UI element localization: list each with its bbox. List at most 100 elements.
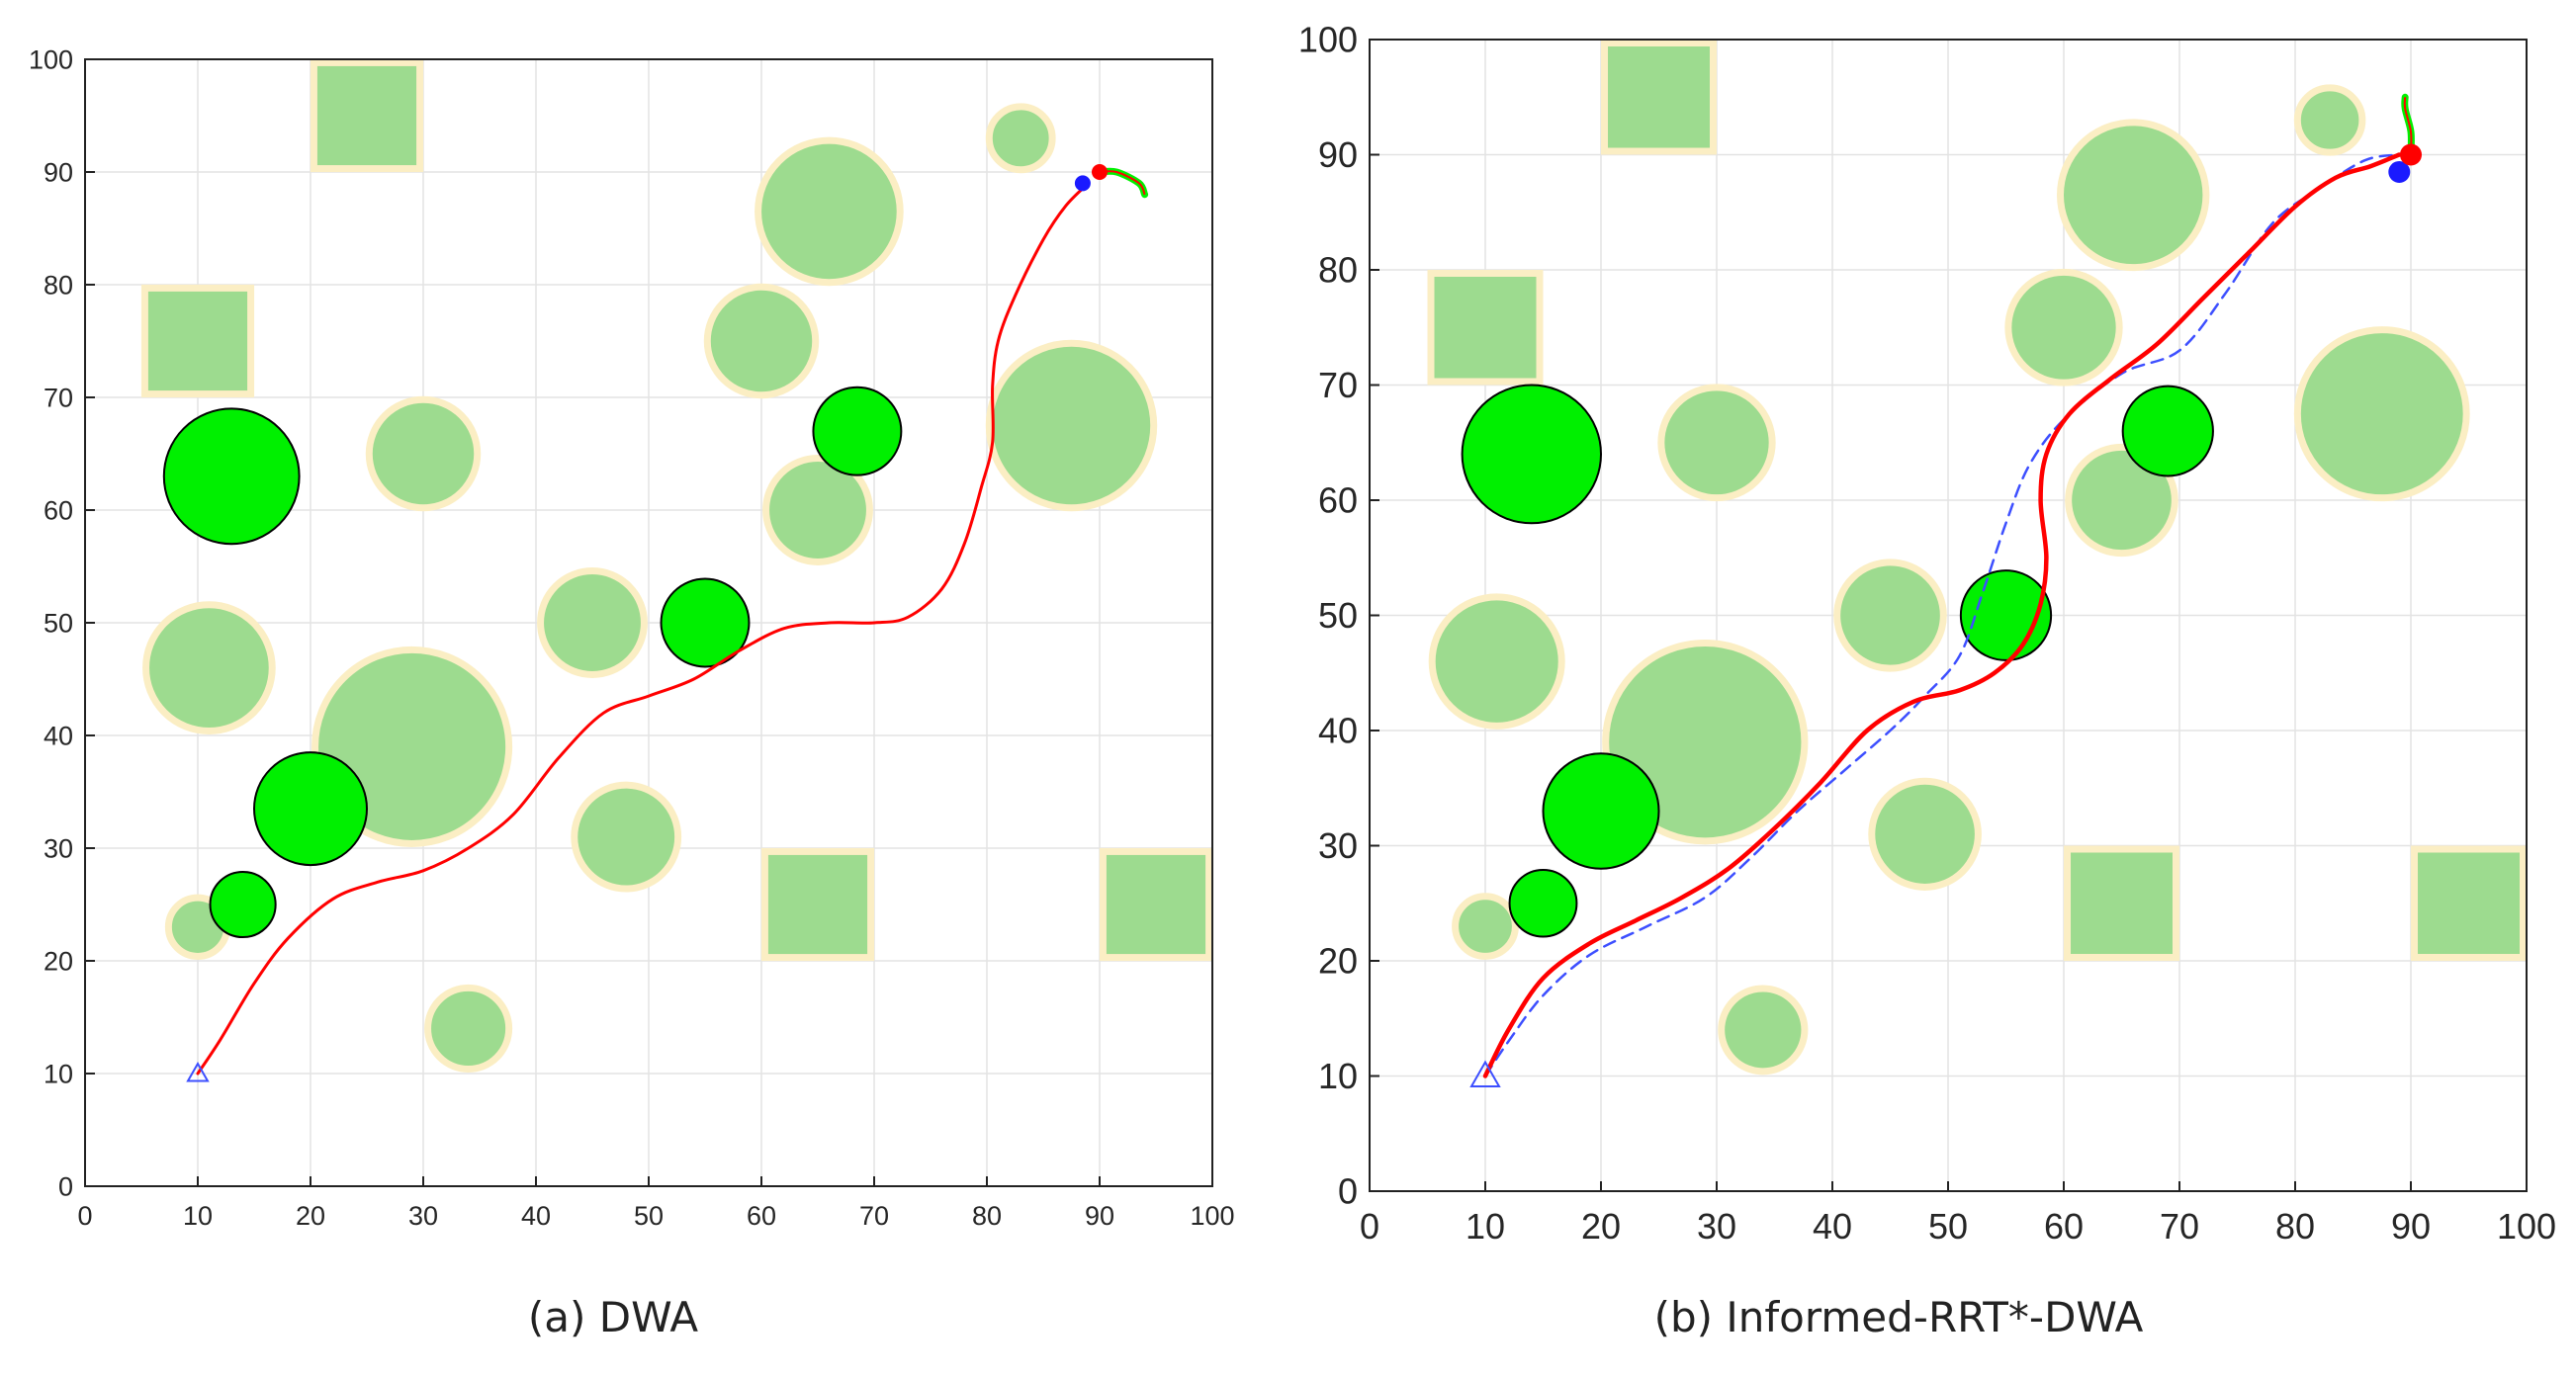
x-tick-label: 100 bbox=[1190, 1201, 1234, 1231]
y-tick-label: 100 bbox=[1298, 20, 1358, 60]
y-tick-label: 40 bbox=[1318, 711, 1358, 751]
chart-a-dwa: 0 10 20 30 40 50 60 70 80 90 100 0 10 20 30 40 50 60 70 80 9… bbox=[29, 44, 1235, 1231]
x-tick-label: 90 bbox=[1085, 1201, 1114, 1231]
y-tick-label: 100 bbox=[29, 44, 73, 74]
y-tick-label: 70 bbox=[44, 383, 73, 412]
caption-dwa: (a) DWA bbox=[527, 1293, 699, 1341]
y-tick-label: 90 bbox=[44, 157, 73, 187]
y-tick-label: 40 bbox=[44, 721, 73, 750]
dynamic-obstacle bbox=[1542, 752, 1660, 870]
static-circle-obstacle bbox=[1868, 777, 1982, 891]
y-tick-label: 20 bbox=[44, 946, 73, 976]
static-circle-obstacle bbox=[1452, 893, 1519, 960]
static-circle-obstacle bbox=[2065, 443, 2178, 558]
x-tick-label: 50 bbox=[1928, 1206, 1968, 1247]
plot-content bbox=[1427, 40, 2527, 1087]
x-tick-label: 60 bbox=[747, 1201, 776, 1231]
static-circle-obstacle bbox=[703, 283, 820, 399]
dynamic-obstacle bbox=[162, 407, 301, 546]
x-tick-label: 40 bbox=[521, 1201, 551, 1231]
goal-marker bbox=[2400, 143, 2422, 166]
x-tick-label: 0 bbox=[77, 1201, 92, 1231]
x-tick-label: 30 bbox=[1697, 1206, 1736, 1247]
robot-position-marker bbox=[1074, 175, 1091, 192]
x-tick-label: 70 bbox=[2160, 1206, 2199, 1247]
static-square-obstacle bbox=[2064, 845, 2179, 962]
y-tick-label: 10 bbox=[1318, 1056, 1358, 1096]
x-tick-label: 70 bbox=[859, 1201, 889, 1231]
robot-position-marker bbox=[2388, 160, 2411, 183]
static-circle-obstacle bbox=[1428, 593, 1565, 730]
dynamic-obstacle bbox=[1461, 384, 1603, 525]
x-tick-label: 60 bbox=[2044, 1206, 2084, 1247]
static-circle-obstacle bbox=[1657, 384, 1776, 502]
dynamic-obstacle bbox=[209, 870, 277, 939]
static-circle-obstacle bbox=[985, 339, 1158, 512]
tick-labels: 0 10 20 30 40 50 60 70 80 90 100 0 10 20 30 40 50 60 70 80 9… bbox=[29, 44, 1235, 1231]
dynamic-obstacle bbox=[2121, 385, 2214, 477]
plot-content bbox=[140, 59, 1212, 1082]
static-circle-obstacle bbox=[2293, 326, 2470, 502]
dynamic-obstacle bbox=[1508, 868, 1578, 938]
y-tick-label: 80 bbox=[1318, 250, 1358, 291]
static-circle-obstacle bbox=[985, 103, 1056, 174]
x-tick-label: 20 bbox=[296, 1201, 325, 1231]
static-circle-obstacle bbox=[2056, 119, 2210, 272]
y-tick-label: 70 bbox=[1318, 365, 1358, 405]
start-marker bbox=[186, 1061, 210, 1082]
tick-labels: 0 10 20 30 40 50 60 70 80 90 100 0 10 20 30 40 50 60 70 80 9… bbox=[1298, 20, 2556, 1247]
static-circle-obstacle bbox=[365, 395, 482, 512]
static-square-obstacle bbox=[1427, 269, 1544, 386]
y-tick-label: 60 bbox=[1318, 480, 1358, 521]
y-tick-label: 30 bbox=[44, 833, 73, 863]
goal-marker bbox=[1092, 164, 1108, 180]
x-tick-label: 10 bbox=[183, 1201, 213, 1231]
y-tick-label: 50 bbox=[1318, 595, 1358, 636]
static-square-obstacle bbox=[1099, 847, 1212, 962]
start-marker bbox=[1469, 1060, 1501, 1087]
static-square-obstacle bbox=[140, 284, 255, 398]
trajectory-line bbox=[196, 181, 1091, 1076]
static-circle-obstacle bbox=[142, 601, 276, 734]
x-tick-label: 80 bbox=[2275, 1206, 2315, 1247]
static-circle-obstacle bbox=[2004, 268, 2123, 387]
x-tick-label: 50 bbox=[634, 1201, 664, 1231]
dynamic-obstacle bbox=[253, 751, 368, 867]
trajectory-line bbox=[1482, 152, 2402, 1078]
x-tick-label: 40 bbox=[1813, 1206, 1852, 1247]
static-circle-obstacle bbox=[424, 984, 513, 1073]
static-circle-obstacle bbox=[755, 136, 904, 287]
static-square-obstacle bbox=[2411, 845, 2527, 962]
y-tick-label: 90 bbox=[1318, 134, 1358, 175]
static-square-obstacle bbox=[760, 847, 875, 962]
static-circle-obstacle bbox=[537, 567, 648, 678]
static-circle-obstacle bbox=[762, 455, 873, 565]
static-circle-obstacle bbox=[1718, 985, 1809, 1076]
static-square-obstacle bbox=[310, 59, 424, 173]
dynamic-obstacle bbox=[812, 386, 903, 476]
static-circle-obstacle bbox=[2293, 84, 2366, 156]
static-square-obstacle bbox=[1601, 40, 1717, 155]
y-tick-label: 10 bbox=[44, 1059, 73, 1088]
y-tick-label: 0 bbox=[58, 1171, 73, 1201]
x-tick-label: 30 bbox=[408, 1201, 438, 1231]
global-path-line bbox=[1483, 153, 2401, 1077]
static-circle-obstacle bbox=[1833, 559, 1947, 672]
y-tick-label: 80 bbox=[44, 270, 73, 300]
caption-informed-rrt-dwa: (b) Informed-RRT*-DWA bbox=[1653, 1293, 2144, 1341]
x-tick-label: 100 bbox=[2497, 1206, 2556, 1247]
y-tick-label: 60 bbox=[44, 495, 73, 525]
x-tick-label: 10 bbox=[1466, 1206, 1505, 1247]
static-circle-obstacle bbox=[571, 781, 682, 893]
x-tick-label: 20 bbox=[1581, 1206, 1621, 1247]
x-tick-label: 90 bbox=[2391, 1206, 2431, 1247]
y-tick-label: 0 bbox=[1338, 1171, 1358, 1212]
chart-b-informed-rrt-dwa: 0 10 20 30 40 50 60 70 80 90 100 0 10 20 30 40 50 60 70 80 9… bbox=[1298, 20, 2556, 1247]
x-tick-label: 80 bbox=[972, 1201, 1002, 1231]
y-tick-label: 30 bbox=[1318, 825, 1358, 866]
dynamic-obstacle bbox=[660, 577, 751, 668]
y-tick-label: 20 bbox=[1318, 941, 1358, 982]
y-tick-label: 50 bbox=[44, 608, 73, 638]
x-tick-label: 0 bbox=[1360, 1206, 1379, 1247]
